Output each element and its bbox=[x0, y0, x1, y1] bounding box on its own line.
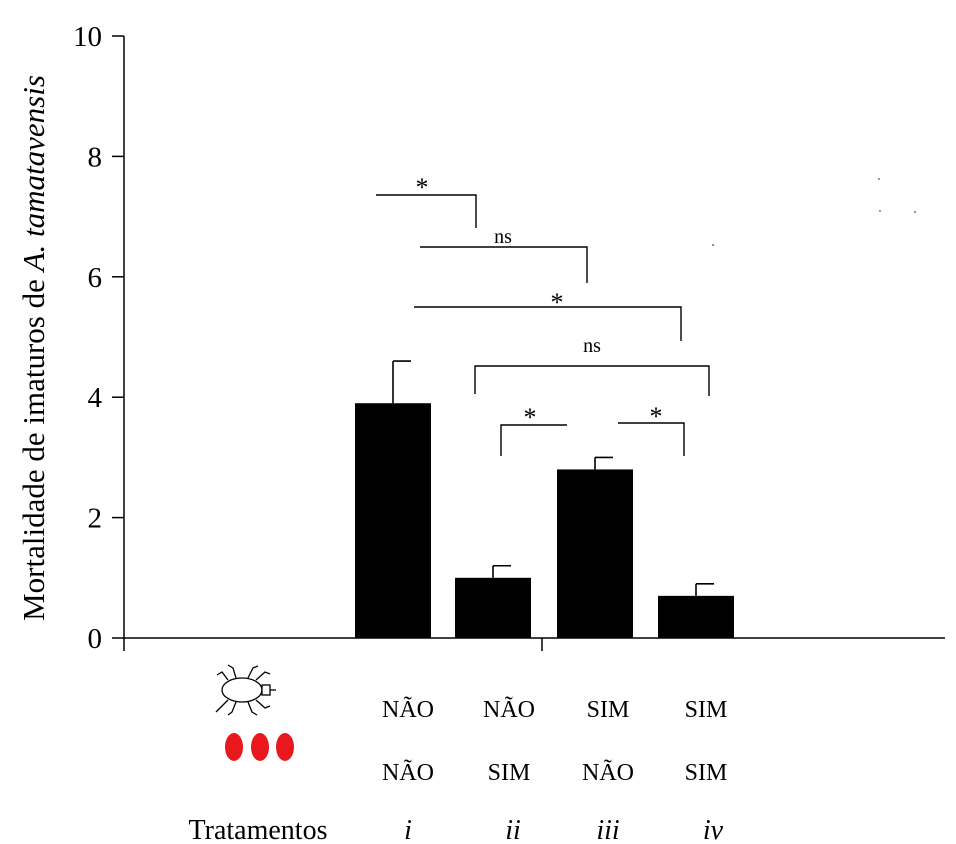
significance-bracket bbox=[376, 194, 477, 228]
bar bbox=[557, 469, 633, 638]
y-tick-label: 8 bbox=[88, 141, 103, 173]
significance-bracket bbox=[474, 365, 710, 396]
y-tick-label: 4 bbox=[88, 382, 103, 414]
significance-label: * bbox=[551, 288, 564, 317]
factor-label: NÃO bbox=[582, 760, 634, 786]
significance-label: ns bbox=[583, 335, 601, 357]
significance-bracket bbox=[500, 424, 567, 456]
bar bbox=[355, 403, 431, 638]
speck bbox=[879, 210, 881, 212]
factor-label: NÃO bbox=[483, 697, 535, 723]
significance-bracket bbox=[420, 246, 588, 283]
significance-bracket bbox=[618, 422, 685, 456]
factor-label: SIM bbox=[685, 697, 728, 723]
factor-label: SIM bbox=[488, 760, 531, 786]
factor-label: NÃO bbox=[382, 760, 434, 786]
bar bbox=[658, 595, 734, 638]
significance-label: * bbox=[650, 402, 663, 431]
category-label: i bbox=[404, 815, 412, 844]
significance-label: * bbox=[524, 403, 537, 432]
speck bbox=[914, 211, 916, 213]
category-label: ii bbox=[505, 815, 521, 844]
y-axis-title: Mortalidade de imaturos de A. tamatavens… bbox=[16, 75, 51, 621]
speck bbox=[878, 178, 880, 180]
factor-label: SIM bbox=[587, 697, 630, 723]
category-label: iv bbox=[703, 815, 724, 844]
factor-label: NÃO bbox=[382, 697, 434, 723]
significance-label: * bbox=[416, 173, 429, 202]
significance-bracket bbox=[414, 306, 682, 341]
mite-icon bbox=[215, 664, 276, 716]
factor-label: SIM bbox=[685, 760, 728, 786]
y-tick-label: 2 bbox=[88, 503, 103, 535]
y-tick-label: 10 bbox=[73, 21, 102, 53]
significance-label: ns bbox=[494, 226, 512, 248]
y-tick-label: 0 bbox=[88, 623, 103, 655]
eggs-icon bbox=[225, 733, 294, 761]
x-axis-title: Tratamentos bbox=[189, 815, 328, 844]
bar bbox=[455, 577, 531, 638]
speck bbox=[712, 244, 714, 246]
y-tick-label: 6 bbox=[88, 262, 103, 294]
category-label: iii bbox=[596, 815, 619, 844]
